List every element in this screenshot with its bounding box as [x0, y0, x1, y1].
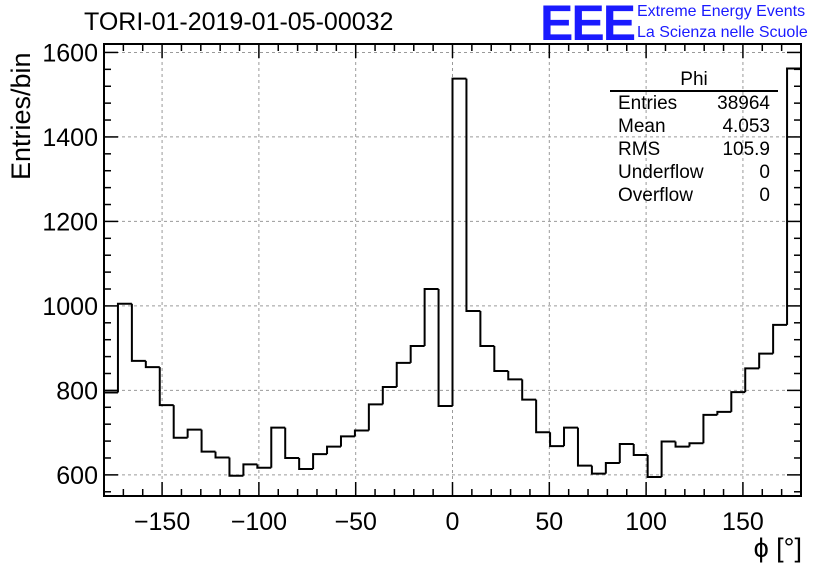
stats-label: Overflow — [618, 185, 693, 206]
histogram-bin — [604, 462, 620, 474]
eee-logo-mark: EEE — [540, 0, 636, 51]
y-tick-label: 1200 — [42, 208, 98, 236]
histogram-bin — [618, 443, 634, 464]
x-axis-label: ϕ [°] — [753, 533, 802, 563]
histogram-bin — [409, 345, 425, 363]
histogram-bin — [158, 367, 174, 407]
x-tick-label: −100 — [231, 508, 287, 536]
x-tick-label: 150 — [722, 508, 764, 536]
stats-value: 0 — [759, 162, 770, 183]
histogram-bin — [172, 405, 188, 439]
histogram-bin — [702, 413, 718, 444]
histogram-bin — [688, 442, 704, 447]
histogram-bin — [130, 303, 146, 362]
x-tick-label: 0 — [446, 508, 460, 536]
y-tick-label: 1600 — [42, 39, 98, 67]
histogram-bin — [479, 310, 495, 348]
histogram-bin — [660, 440, 676, 477]
stats-row-underflow: Underflow 0 — [610, 161, 778, 184]
histogram-bin — [423, 288, 439, 347]
stats-label: Underflow — [618, 162, 704, 183]
stats-value: 105.9 — [722, 139, 770, 160]
histogram-bin — [353, 429, 369, 437]
histogram-bin — [716, 410, 732, 415]
stats-box: Phi Entries 38964 Mean 4.053 RMS 105.9 U… — [610, 70, 778, 207]
y-axis-label: Entries/bin — [6, 52, 36, 180]
histogram-bin — [632, 444, 648, 457]
histogram-bin — [116, 302, 132, 393]
histogram-bin — [228, 457, 244, 477]
histogram-bin — [367, 403, 383, 431]
logo-line-2: La Scienza nelle Scuole — [637, 24, 808, 41]
histogram-bin — [465, 78, 481, 312]
histogram-bin — [186, 428, 202, 438]
x-tick-label: −50 — [334, 508, 376, 536]
axes: −150 −100 −50 0 50 100 150 600 800 1000 1200 1400 16… — [42, 39, 802, 536]
stats-label: RMS — [618, 139, 661, 160]
histogram-bin — [674, 441, 690, 448]
histogram-bin — [730, 391, 746, 412]
stats-row-rms: RMS 105.9 — [610, 138, 778, 161]
histogram-bin — [339, 435, 355, 447]
histogram-bin — [590, 465, 606, 475]
histogram-bin — [200, 429, 216, 453]
stats-label: Entries — [618, 93, 678, 114]
histogram-bin — [646, 455, 662, 478]
stats-value: 38964 — [717, 93, 770, 114]
histogram-bin — [144, 360, 160, 369]
histogram-bin — [381, 386, 397, 405]
histogram-bars — [103, 67, 801, 496]
x-tick-label: 100 — [625, 508, 667, 536]
histogram-bin — [535, 399, 551, 434]
histogram-bin — [563, 426, 578, 447]
histogram-bin — [214, 451, 230, 459]
histogram-bin — [549, 432, 565, 448]
stats-row-mean: Mean 4.053 — [610, 115, 778, 138]
stats-row-entries: Entries 38964 — [610, 92, 778, 115]
histogram-bin — [507, 370, 523, 381]
chart-title: TORI-01-2019-01-05-00032 — [84, 8, 394, 36]
histogram-bin — [437, 289, 453, 408]
stats-label: Mean — [618, 116, 666, 137]
stats-row-overflow: Overflow 0 — [610, 184, 778, 207]
logo-line-1: Extreme Energy Events — [637, 3, 806, 20]
stats-value: 4.053 — [722, 116, 770, 137]
histogram-bin — [786, 67, 801, 325]
histogram-bin — [772, 323, 788, 354]
stats-title: Phi — [610, 70, 778, 92]
y-tick-label: 1400 — [42, 124, 98, 152]
histogram-bin — [312, 453, 328, 469]
histogram-bin — [451, 77, 467, 407]
histogram-bin — [256, 464, 272, 469]
y-tick-label: 1000 — [42, 293, 98, 321]
stats-value: 0 — [759, 185, 770, 206]
y-tick-label: 800 — [56, 377, 98, 405]
histogram-bin — [326, 445, 341, 455]
histogram-bin — [576, 427, 592, 467]
x-tick-label: 50 — [535, 508, 563, 536]
histogram-bin — [298, 457, 314, 470]
histogram-bin — [284, 427, 300, 459]
histogram-bin — [395, 361, 411, 388]
histogram-bin — [744, 367, 760, 393]
y-tick-label: 600 — [56, 462, 98, 490]
x-tick-label: −150 — [134, 508, 190, 536]
histogram-bin — [521, 379, 537, 401]
histogram-bin — [270, 426, 286, 468]
histogram-bin — [242, 463, 258, 476]
histogram-bin — [493, 346, 509, 372]
histogram-bin — [758, 352, 774, 369]
